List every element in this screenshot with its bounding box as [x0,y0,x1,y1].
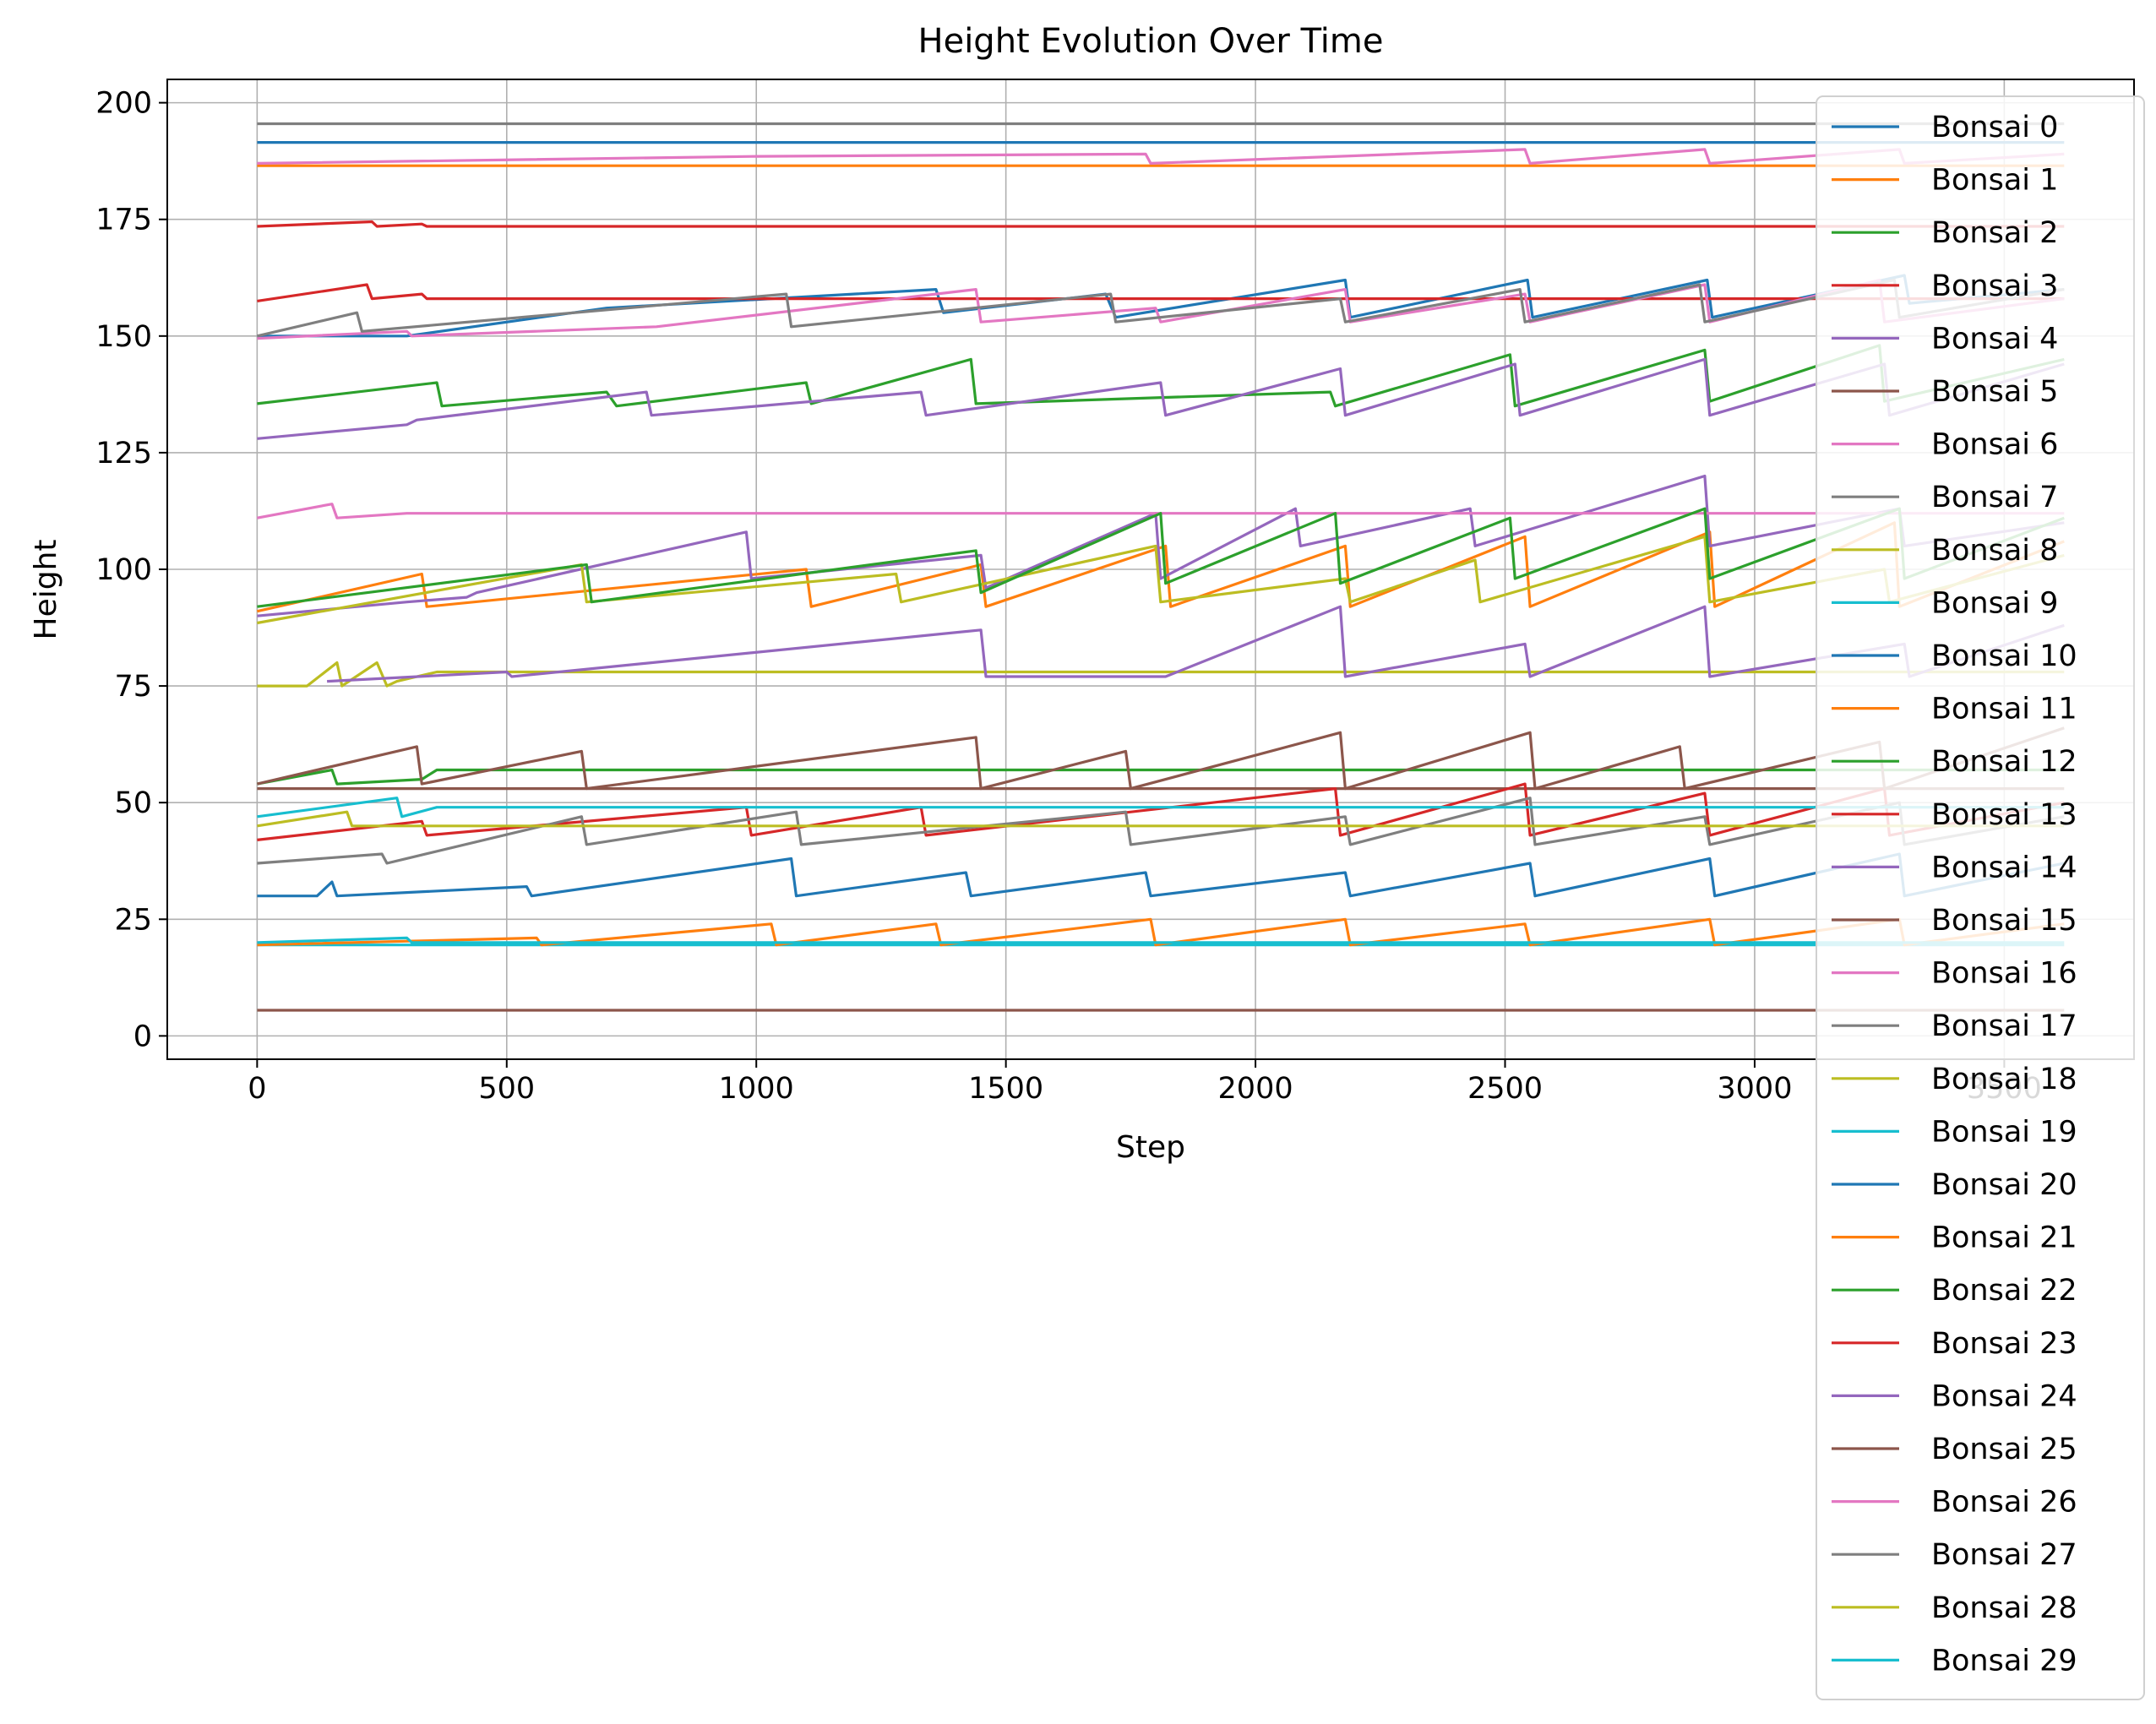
x-tick-label: 2500 [1467,1072,1543,1106]
legend-label: Bonsai 23 [1931,1327,2077,1361]
legend-label: Bonsai 15 [1931,904,2077,938]
legend-label: Bonsai 9 [1931,586,2058,620]
legend-label: Bonsai 5 [1931,375,2058,409]
legend-label: Bonsai 28 [1931,1591,2077,1625]
x-tick-label: 500 [478,1072,535,1106]
x-tick-label: 0 [248,1072,266,1106]
y-tick-label: 175 [95,204,152,237]
series-line-bonsai-12 [257,768,2065,786]
legend-label: Bonsai 26 [1931,1486,2077,1520]
series-line-bonsai-18 [257,535,2065,625]
x-tick-label: 2000 [1218,1072,1293,1106]
legend-label: Bonsai 18 [1931,1063,2077,1096]
legend-label: Bonsai 3 [1931,269,2058,303]
y-tick-label: 200 [95,87,152,121]
y-tick-label: 75 [114,670,152,704]
y-tick-label: 25 [114,903,152,937]
legend-label: Bonsai 12 [1931,745,2077,779]
x-axis-label: Step [1116,1130,1185,1165]
series-line-bonsai-3 [257,283,2065,302]
series-line-bonsai-4 [257,357,2065,440]
series-line-bonsai-10 [257,852,2065,898]
series-line-bonsai-23 [257,220,2065,228]
series-line-bonsai-16 [257,503,2065,519]
y-tick-label: 125 [95,437,152,470]
chart-title: Height Evolution Over Time [918,22,1384,61]
y-tick-label: 150 [95,320,152,354]
y-axis-ticks: 0 25 50 75 100 125 150 175 200 [95,87,167,1053]
series-line-bonsai-13 [257,782,2065,841]
legend-label: Bonsai 29 [1931,1644,2077,1678]
legend-label: Bonsai 14 [1931,851,2077,884]
series-line-bonsai-17 [257,797,2065,865]
series-line-bonsai-19 [257,797,2065,818]
legend-label: Bonsai 11 [1931,693,2077,726]
series-line-bonsai-11 [257,521,2065,613]
series-line-bonsai-14 [257,474,2065,617]
series-line-bonsai-28 [257,810,2065,828]
legend-label: Bonsai 4 [1931,322,2058,356]
legend-label: Bonsai 13 [1931,798,2077,832]
y-tick-label: 50 [114,786,152,820]
y-tick-label: 100 [95,553,152,587]
legend-label: Bonsai 20 [1931,1168,2077,1202]
legend-label: Bonsai 0 [1931,111,2058,144]
legend-label: Bonsai 6 [1931,428,2058,462]
series-line-bonsai-15 [257,726,2065,791]
y-tick-label: 0 [133,1020,152,1053]
legend-label: Bonsai 25 [1931,1433,2077,1466]
legend: Bonsai 0 Bonsai 1 Bonsai 2 Bonsai 3 Bonsai 4… [1816,95,2145,1700]
series-line-bonsai-7 [257,278,2065,338]
legend-label: Bonsai 21 [1931,1221,2077,1255]
series-line-bonsai-21 [257,917,2065,947]
legend-label: Bonsai 16 [1931,957,2077,991]
x-tick-label: 1500 [968,1072,1043,1106]
legend-label: Bonsai 27 [1931,1538,2077,1572]
legend-label: Bonsai 10 [1931,639,2077,673]
legend-label: Bonsai 19 [1931,1115,2077,1149]
legend-label: Bonsai 8 [1931,534,2058,568]
series-line-bonsai-22 [257,507,2065,608]
series-line-bonsai-29 [257,936,2065,944]
legend-label: Bonsai 2 [1931,216,2058,250]
x-axis-ticks: 0500100015002000250030003500 [248,1059,2042,1106]
x-tick-label: 1000 [719,1072,794,1106]
series-line-bonsai-2 [257,344,2065,408]
legend-label: Bonsai 17 [1931,1009,2077,1043]
x-tick-label: 3000 [1717,1072,1792,1106]
legend-label: Bonsai 7 [1931,481,2058,514]
y-axis-label: Height [29,539,63,639]
legend-label: Bonsai 1 [1931,164,2058,198]
legend-label: Bonsai 24 [1931,1379,2077,1413]
legend-label: Bonsai 22 [1931,1274,2077,1308]
